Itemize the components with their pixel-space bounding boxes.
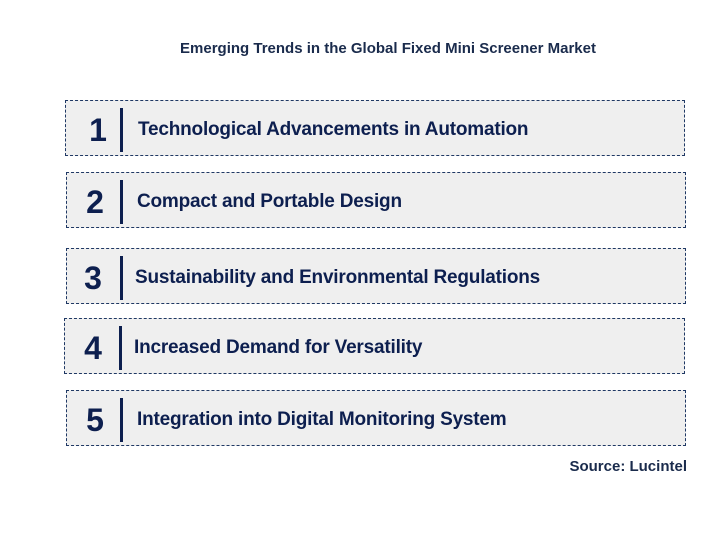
trend-number-3: 3 bbox=[84, 260, 102, 296]
trend-number-1: 1 bbox=[89, 112, 107, 148]
trend-divider-2 bbox=[120, 180, 123, 224]
diagram-title: Emerging Trends in the Global Fixed Mini… bbox=[180, 40, 596, 57]
trend-divider-3 bbox=[120, 256, 123, 300]
trend-box-4: 4 Increased Demand for Versatility bbox=[64, 318, 685, 374]
trend-box-2: 2 Compact and Portable Design bbox=[66, 172, 686, 228]
trend-divider-5 bbox=[120, 398, 123, 442]
trend-divider-4 bbox=[119, 326, 122, 370]
trend-divider-1 bbox=[120, 108, 123, 152]
trend-label-5: Integration into Digital Monitoring Syst… bbox=[137, 409, 507, 430]
trend-label-2: Compact and Portable Design bbox=[137, 191, 402, 212]
trend-box-3: 3 Sustainability and Environmental Regul… bbox=[66, 248, 686, 304]
trend-label-3: Sustainability and Environmental Regulat… bbox=[135, 267, 541, 288]
trend-label-1: Technological Advancements in Automation bbox=[138, 119, 529, 140]
source-note: Source: Lucintel bbox=[569, 458, 687, 475]
trend-number-5: 5 bbox=[86, 402, 104, 438]
trend-box-1: 1 Technological Advancements in Automati… bbox=[65, 100, 685, 156]
trend-box-5: 5 Integration into Digital Monitoring Sy… bbox=[66, 390, 686, 446]
trend-number-2: 2 bbox=[86, 184, 104, 220]
trend-label-4: Increased Demand for Versatility bbox=[134, 337, 423, 358]
trend-number-4: 4 bbox=[84, 330, 102, 366]
